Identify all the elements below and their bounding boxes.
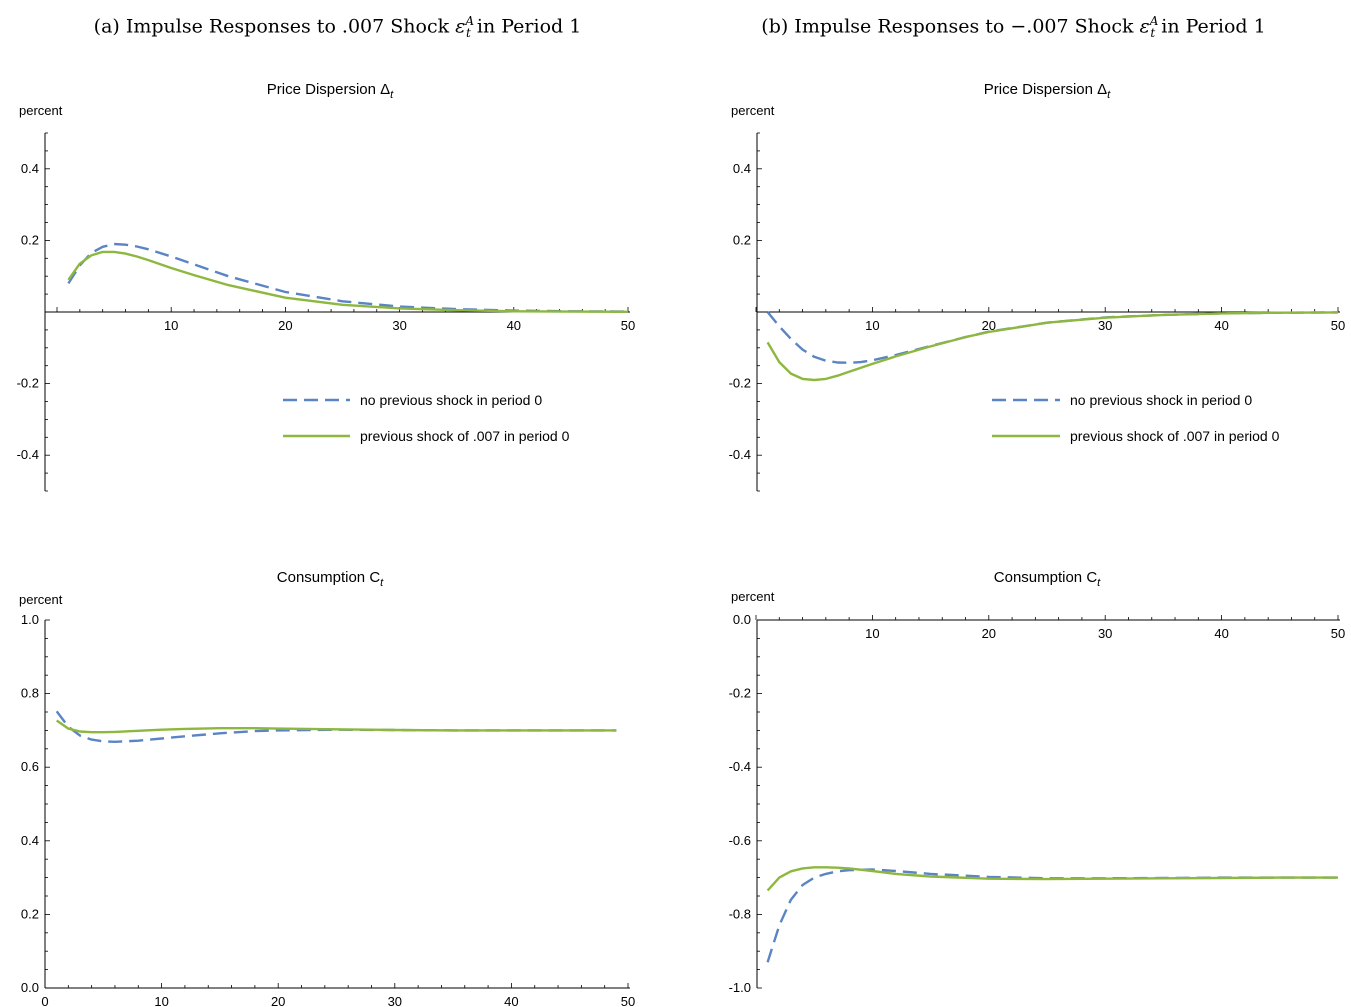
x-tick-label: 50 [1331,318,1345,333]
y-tick-label: -0.4 [17,447,39,462]
y-tick-label: 0.8 [21,686,39,701]
y-tick-label: 0.2 [733,232,751,247]
series-no-previous-shock-line [67,242,629,313]
x-tick-label: 10 [865,318,879,333]
x-tick-label: 30 [1098,318,1112,333]
y-tick-label: 1.0 [21,612,39,627]
y-tick-label: 0.0 [733,612,751,627]
panel-b-title-suffix: in Period 1 [1155,15,1266,38]
legend-label-previous-shock: previous shock of .007 in period 0 [360,428,570,444]
x-tick-label: 10 [164,318,178,333]
x-tick-label: 40 [1214,626,1228,641]
x-tick-label: 20 [278,318,292,333]
panel-b-title-symbol: ε [1139,15,1150,38]
chart-4: Consumption Ct percent 10 20 30 40 50 0.0 -0.2 -0… [729,569,1346,995]
series-previous-shock-line [766,866,1338,892]
panel-a-title-sub: t [466,26,471,41]
chart-title: Price Dispersion Δt [984,81,1111,101]
y-tick-label: 0.6 [21,759,39,774]
chart-title: Price Dispersion Δt [267,81,394,101]
x-tick-label: 50 [621,994,635,1007]
y-axis-label: percent [731,103,775,118]
series-previous-shock-line [56,719,617,734]
chart-2: Price Dispersion Δt percent 10 20 30 40 50 0.4 0… [729,81,1345,492]
chart-1: Price Dispersion Δt percent 10 20 30 40 50 0.4 0… [17,81,635,492]
panel-a-title-suffix: in Period 1 [470,15,582,38]
y-axis-label: percent [731,589,775,604]
series-no-previous-shock-line [766,868,1338,963]
y-axis-label: percent [19,103,63,118]
panel-a-title-symbol: ε [455,15,466,38]
x-tick-label: 20 [982,318,996,333]
series-no-previous-shock-line [766,311,1339,364]
y-tick-label: 0.4 [21,833,39,848]
chart-3: Consumption Ct percent 0 10 20 30 40 50 0.0 0.2 0.… [19,569,635,1007]
y-tick-label: 0.2 [21,906,39,921]
y-tick-label: 0.4 [21,161,39,176]
x-tick-label: 10 [154,994,168,1007]
series-no-previous-shock-line [55,710,617,743]
y-tick-label: -0.2 [729,686,751,701]
y-tick-label: -0.4 [729,759,751,774]
y-axis-label: percent [19,592,63,607]
panel-b-title-sup: A [1149,14,1159,28]
x-tick-label: 50 [621,318,635,333]
y-tick-label: -0.8 [729,906,751,921]
panel-b-title-sub: t [1150,26,1156,41]
y-tick-label: 0.0 [21,980,39,995]
x-tick-label: 30 [1098,626,1112,641]
chart-title: Consumption Ct [994,569,1101,589]
legend-label-no-previous-shock: no previous shock in period 0 [360,392,542,408]
x-tick-label: 40 [504,994,518,1007]
x-tick-label: 20 [271,994,285,1007]
panel-b-title-prefix: (b) Impulse Responses to −.007 Shock [761,15,1140,38]
y-tick-label: 0.2 [21,232,39,247]
x-tick-label: 40 [1214,318,1228,333]
y-tick-label: -1.0 [729,980,751,995]
x-tick-label: 30 [388,994,402,1007]
x-tick-label: 30 [392,318,406,333]
x-tick-label: 20 [982,626,996,641]
y-tick-label: -0.4 [729,447,751,462]
panel-a-title-sup: A [465,14,475,28]
legend-label-no-previous-shock: no previous shock in period 0 [1070,392,1252,408]
x-tick-label: 40 [507,318,521,333]
x-tick-label: 0 [41,994,48,1007]
y-tick-label: -0.2 [729,376,751,391]
y-tick-label: -0.6 [729,833,751,848]
y-tick-label: -0.2 [17,376,39,391]
chart-title: Consumption Ct [277,569,384,589]
panel-a-title: (a) Impulse Responses to .007 Shock εAt … [0,14,675,40]
panel-a-title-prefix: (a) Impulse Responses to .007 Shock [93,15,456,38]
y-tick-label: 0.4 [733,161,751,176]
x-tick-label: 50 [1331,626,1345,641]
series-previous-shock-line [766,311,1339,382]
x-tick-label: 10 [865,626,879,641]
panel-b-title: (b) Impulse Responses to −.007 Shock εAt… [676,14,1351,40]
legend-label-previous-shock: previous shock of .007 in period 0 [1070,428,1280,444]
series-previous-shock-line [67,250,629,313]
